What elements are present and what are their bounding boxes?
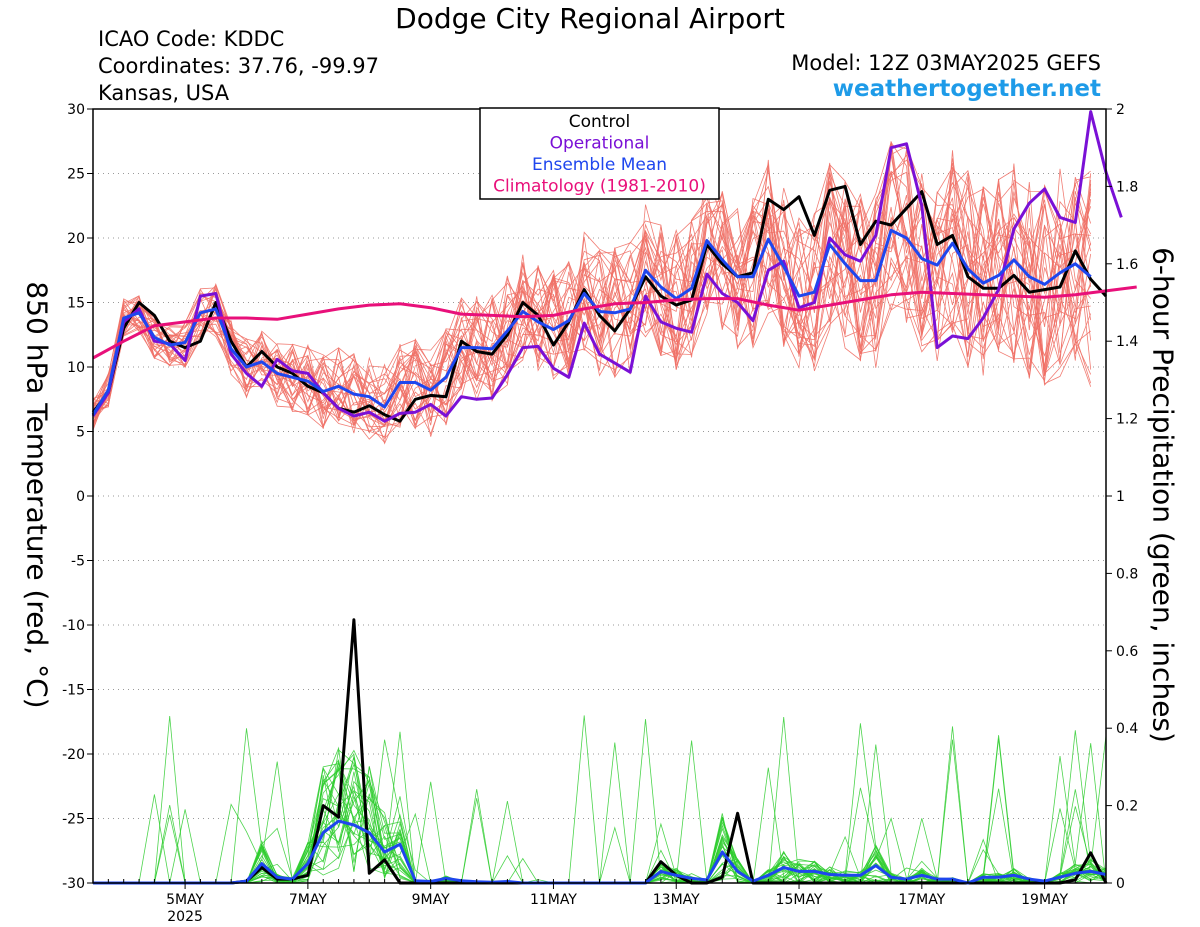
- left-tick-label: -30: [62, 876, 85, 892]
- right-tick-label: 0.2: [1116, 799, 1138, 815]
- precip-member-line: [93, 771, 1107, 884]
- temperature-member-line: [92, 141, 1092, 434]
- x-tick-label: 5MAY: [166, 892, 204, 908]
- temperature-member-line: [92, 149, 1092, 424]
- left-tick-label: 25: [67, 167, 85, 183]
- x-tick-label: 11MAY: [530, 892, 577, 908]
- precip-member-line: [93, 749, 1107, 884]
- x-tick-label: 9MAY: [412, 892, 450, 908]
- ensemble-mean-right-series-line: [93, 819, 1107, 885]
- operational-left-series-line: [91, 110, 1123, 423]
- chart-title: Dodge City Regional Airport: [395, 2, 785, 35]
- left-tick-label: 15: [67, 296, 85, 312]
- precip-member-line: [93, 738, 1107, 884]
- temperature-member-line: [92, 168, 1092, 425]
- temperature-member-line: [92, 150, 1092, 426]
- precip-member-line: [93, 739, 1107, 884]
- precip-member-line: [93, 743, 1107, 884]
- precip-member-line: [93, 801, 1107, 884]
- precip-member-line: [93, 787, 1107, 884]
- plot-frame: [92, 108, 1107, 884]
- precip-member-line: [93, 813, 1106, 884]
- right-tick-label: 0.8: [1116, 566, 1138, 582]
- temperature-member-line: [92, 169, 1092, 430]
- temperature-member-line: [92, 145, 1092, 414]
- x-tick-label: 19MAY: [1021, 892, 1068, 908]
- x-tick-label: 7MAY: [289, 892, 327, 908]
- temperature-member-line: [92, 144, 1091, 429]
- right-tick-label: 1.6: [1116, 257, 1138, 273]
- axes: 302520151050-5-10-15-20-25-3021.81.61.41…: [62, 102, 1138, 925]
- temperature-member-line: [92, 162, 1092, 444]
- control-left-series-line: [91, 184, 1108, 423]
- left-tick-label: 5: [76, 425, 85, 441]
- right-tick-label: 2: [1116, 102, 1125, 118]
- precip-member-line: [93, 763, 1107, 884]
- left-tick-label: -25: [62, 812, 85, 828]
- right-tick-label: 0.4: [1116, 721, 1138, 737]
- right-tick-label: 1.8: [1116, 179, 1138, 195]
- precip-member-line: [93, 793, 1107, 884]
- right-tick-label: 0: [1116, 876, 1125, 892]
- precip-member-line: [93, 784, 1107, 884]
- legend-entry: Control: [569, 112, 630, 132]
- left-tick-label: 30: [67, 102, 85, 118]
- temperature-member-line: [92, 165, 1092, 434]
- left-tick-label: 10: [67, 360, 85, 376]
- precip-member-line: [93, 766, 1107, 884]
- precip-member-line: [93, 765, 1107, 885]
- right-tick-label: 0.6: [1116, 644, 1138, 660]
- precip-member-lines: [93, 715, 1107, 885]
- legend-entry: Ensemble Mean: [532, 155, 667, 175]
- legend-box: [479, 107, 720, 200]
- location: Kansas, USA: [98, 81, 230, 105]
- x-tick-label: 15MAY: [776, 892, 823, 908]
- left-tick-label: 20: [67, 231, 85, 247]
- right-tick-label: 1.4: [1116, 334, 1138, 350]
- coordinates: Coordinates: 37.76, -99.97: [98, 54, 379, 78]
- x-tick-label: 17MAY: [898, 892, 945, 908]
- legend-entry: Operational: [550, 134, 650, 154]
- x-tick-sublabel: 2025: [167, 909, 203, 925]
- precip-member-line: [93, 788, 1107, 884]
- x-tick-label: 13MAY: [653, 892, 700, 908]
- legend-entry: Climatology (1981-2010): [493, 177, 706, 197]
- left-tick-label: -5: [71, 554, 85, 570]
- precip-member-line: [93, 789, 1107, 884]
- right-tick-label: 1: [1116, 489, 1125, 505]
- precip-member-line: [93, 778, 1107, 884]
- website-link[interactable]: weathertogether.net: [832, 76, 1101, 102]
- precip-member-line: [93, 739, 1107, 884]
- right-tick-label: 1.2: [1116, 412, 1138, 428]
- model-run: Model: 12Z 03MAY2025 GEFS: [791, 51, 1101, 75]
- precip-member-line: [93, 761, 1107, 884]
- left-tick-label: -10: [62, 618, 85, 634]
- gridlines: [93, 108, 1106, 884]
- precip-member-line: [93, 742, 1107, 884]
- left-tick-label: -15: [62, 683, 85, 699]
- climatology-1981-2010-left-series-line: [92, 285, 1137, 360]
- ensemble-mean-left-series-line: [91, 228, 1092, 416]
- left-tick-label: 0: [76, 489, 85, 505]
- icao-code: ICAO Code: KDDC: [98, 27, 285, 51]
- precip-member-line: [93, 756, 1107, 884]
- precip-member-line: [93, 726, 1107, 884]
- left-tick-label: -20: [62, 747, 85, 763]
